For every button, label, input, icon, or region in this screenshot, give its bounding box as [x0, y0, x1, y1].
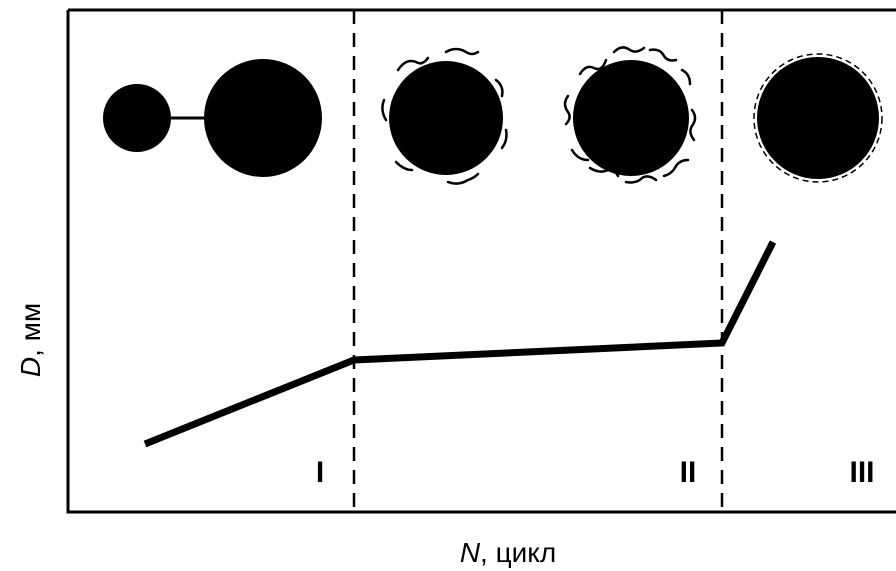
particle [389, 61, 503, 175]
large-particle [204, 59, 322, 177]
growth-curve [145, 242, 773, 444]
y-axis-label: D, мм [15, 303, 46, 377]
x-axis-symbol: N [460, 537, 481, 568]
zone-label: I [316, 456, 324, 489]
y-axis-unit: , мм [15, 303, 46, 357]
page: {"axis_labels": {"y": {"symbol": "D", "u… [0, 0, 896, 571]
y-axis-symbol: D [15, 357, 46, 377]
x-axis-unit: , цикл [480, 537, 556, 568]
diagram: I II III D, мм N, цикл [0, 0, 896, 571]
zone-label: III [849, 456, 874, 489]
x-axis-label: N, цикл [460, 537, 556, 568]
particle [757, 57, 879, 179]
particle [573, 60, 689, 176]
zone-label: II [680, 456, 697, 489]
small-particle [103, 84, 171, 152]
